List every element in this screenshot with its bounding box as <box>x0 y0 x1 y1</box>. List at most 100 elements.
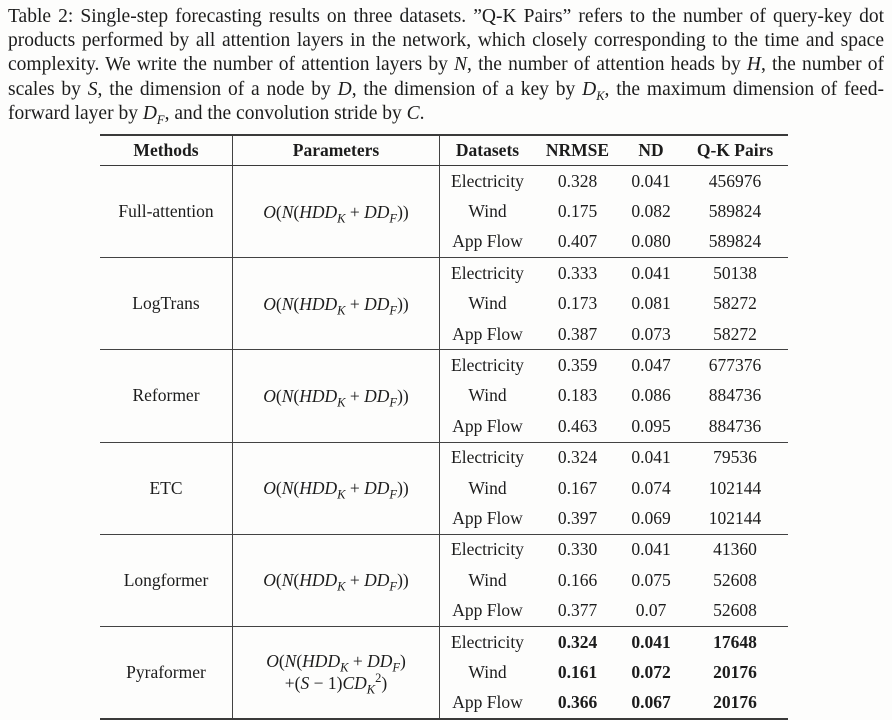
nd-value-cell: 0.041 <box>631 170 671 191</box>
complexity-formula: O(N(HDDK + DDF)) <box>233 442 440 534</box>
header-parameters: Parameters <box>233 136 440 166</box>
qk-pairs-value-cell: 102144 <box>708 477 762 498</box>
complexity-formula: O(N(HDDK + DDF)) <box>233 258 440 350</box>
method-name: Reformer <box>100 350 233 442</box>
nd-value-cell: 0.074 <box>631 477 671 498</box>
formula-line-1: O(N(HDDK + DDF)) <box>263 478 409 502</box>
nrmse-value-cell: 0.167 <box>557 477 598 498</box>
qk-pairs-value-cell: 17648 <box>713 631 757 652</box>
table-group-full-attention: Full-attention O(N(HDDK + DDF)) Electric… <box>100 166 788 259</box>
method-name: Longformer <box>100 534 233 626</box>
dataset-name-cell: Electricity <box>451 447 524 468</box>
nd-value-cell: 0.047 <box>631 355 671 376</box>
table-caption: Table 2: Single-step forecasting results… <box>8 6 885 127</box>
header-nrmse: NRMSE <box>545 140 610 161</box>
qk-pairs-value-cell: 58272 <box>713 293 757 314</box>
formula-line-1: O(N(HDDK + DDF)) <box>263 293 409 318</box>
group-results: Electricity 0.359 0.047 677376 Wind 0.18… <box>440 350 788 441</box>
group-results: Electricity 0.324 0.041 79536 Wind 0.167… <box>440 443 788 534</box>
complexity-formula: O(N(HDDK + DDF)) <box>233 166 440 258</box>
nrmse-value-cell: 0.324 <box>557 631 598 652</box>
formula-line-2: +(S − 1)CDK2) <box>284 671 388 697</box>
nrmse-value-cell: 0.333 <box>557 262 598 283</box>
nd-value-cell: 0.07 <box>635 600 667 621</box>
dataset-name-cell: Electricity <box>451 355 524 376</box>
dataset-name-cell: Wind <box>468 201 507 222</box>
dataset-name-cell: App Flow <box>452 231 523 252</box>
nrmse-value-cell: 0.183 <box>557 385 598 406</box>
dataset-name-cell: App Flow <box>452 692 523 713</box>
qk-pairs-value-cell: 50138 <box>713 262 757 283</box>
dataset-name-cell: Wind <box>468 661 507 682</box>
nd-value-cell: 0.080 <box>631 231 671 252</box>
formula-line-1: O(N(HDDK + DDF) <box>266 651 406 675</box>
group-results: Electricity 0.324 0.041 17648 Wind 0.161… <box>440 627 788 718</box>
qk-pairs-value-cell: 52608 <box>713 600 757 621</box>
qk-pairs-value-cell: 884736 <box>708 415 762 436</box>
qk-pairs-value-cell: 884736 <box>708 385 762 406</box>
dataset-name-cell: Wind <box>468 293 507 314</box>
nd-value-cell: 0.041 <box>631 631 671 652</box>
nd-value-cell: 0.069 <box>631 508 671 528</box>
nd-value-cell: 0.067 <box>631 692 671 713</box>
dataset-name-cell: App Flow <box>452 323 523 344</box>
nrmse-value-cell: 0.161 <box>557 661 598 682</box>
nrmse-value-cell: 0.166 <box>557 569 598 590</box>
nrmse-value-cell: 0.377 <box>557 600 598 621</box>
group-results: Electricity 0.328 0.041 456976 Wind 0.17… <box>440 166 788 257</box>
nrmse-value-cell: 0.387 <box>557 323 598 344</box>
header-qk-pairs: Q-K Pairs <box>696 140 774 161</box>
nd-value-cell: 0.086 <box>631 385 671 406</box>
header-right-block: Datasets NRMSE ND Q-K Pairs <box>440 136 788 165</box>
header-nd: ND <box>638 140 664 161</box>
nrmse-value-cell: 0.173 <box>557 293 598 314</box>
qk-pairs-value-cell: 589824 <box>708 201 762 222</box>
nrmse-value-cell: 0.330 <box>557 539 598 560</box>
qk-pairs-value-cell: 52608 <box>713 569 757 590</box>
dataset-name-cell: App Flow <box>452 508 523 528</box>
dataset-name-cell: Electricity <box>451 539 524 560</box>
method-name: Pyraformer <box>100 626 233 719</box>
dataset-name-cell: App Flow <box>452 600 523 621</box>
group-results: Electricity 0.333 0.041 50138 Wind 0.173… <box>440 258 788 349</box>
dataset-name-cell: Electricity <box>451 170 524 191</box>
nd-value-cell: 0.073 <box>631 323 671 344</box>
complexity-formula: O(N(HDDK + DDF)) <box>233 350 440 442</box>
qk-pairs-value-cell: 102144 <box>708 508 762 528</box>
nd-value-cell: 0.075 <box>631 569 671 590</box>
complexity-formula: O(N(HDDK + DDF) +(S − 1)CDK2) <box>233 626 440 719</box>
method-name: ETC <box>100 442 233 534</box>
nd-value-cell: 0.095 <box>631 415 671 436</box>
qk-pairs-value-cell: 58272 <box>713 323 757 344</box>
qk-pairs-value-cell: 677376 <box>708 355 762 376</box>
nrmse-value-cell: 0.359 <box>557 355 598 376</box>
nd-value-cell: 0.072 <box>631 661 671 682</box>
header-datasets: Datasets <box>455 140 520 161</box>
method-name: LogTrans <box>100 258 233 350</box>
table-group-logtrans: LogTrans O(N(HDDK + DDF)) Electricity 0.… <box>100 258 788 351</box>
nrmse-value-cell: 0.407 <box>557 231 598 252</box>
nd-value-cell: 0.082 <box>631 201 671 222</box>
nrmse-value-cell: 0.366 <box>557 692 598 713</box>
group-results: Electricity 0.330 0.041 41360 Wind 0.166… <box>440 535 788 626</box>
nrmse-value-cell: 0.397 <box>557 508 598 528</box>
nd-value-cell: 0.041 <box>631 262 671 283</box>
qk-pairs-value-cell: 79536 <box>713 447 757 468</box>
nd-value-cell: 0.041 <box>631 447 671 468</box>
qk-pairs-value-cell: 41360 <box>713 539 757 560</box>
table-header-row: Methods Parameters Datasets NRMSE ND Q-K… <box>100 136 788 167</box>
dataset-name-cell: Wind <box>468 385 507 406</box>
table-group-longformer: Longformer O(N(HDDK + DDF)) Electricity … <box>100 534 788 627</box>
results-table: Methods Parameters Datasets NRMSE ND Q-K… <box>100 134 788 720</box>
nd-value-cell: 0.041 <box>631 539 671 560</box>
paper-page: Table 2: Single-step forecasting results… <box>0 5 892 720</box>
formula-line-1: O(N(HDDK + DDF)) <box>263 570 409 594</box>
qk-pairs-value-cell: 20176 <box>713 661 757 682</box>
table-group-etc: ETC O(N(HDDK + DDF)) Electricity 0.324 0… <box>100 442 788 535</box>
nrmse-value-cell: 0.324 <box>557 447 598 468</box>
formula-line-1: O(N(HDDK + DDF)) <box>263 201 409 226</box>
nd-value-cell: 0.081 <box>631 293 671 314</box>
qk-pairs-value-cell: 20176 <box>713 692 757 713</box>
header-methods: Methods <box>100 136 233 166</box>
nrmse-value-cell: 0.328 <box>557 170 598 191</box>
